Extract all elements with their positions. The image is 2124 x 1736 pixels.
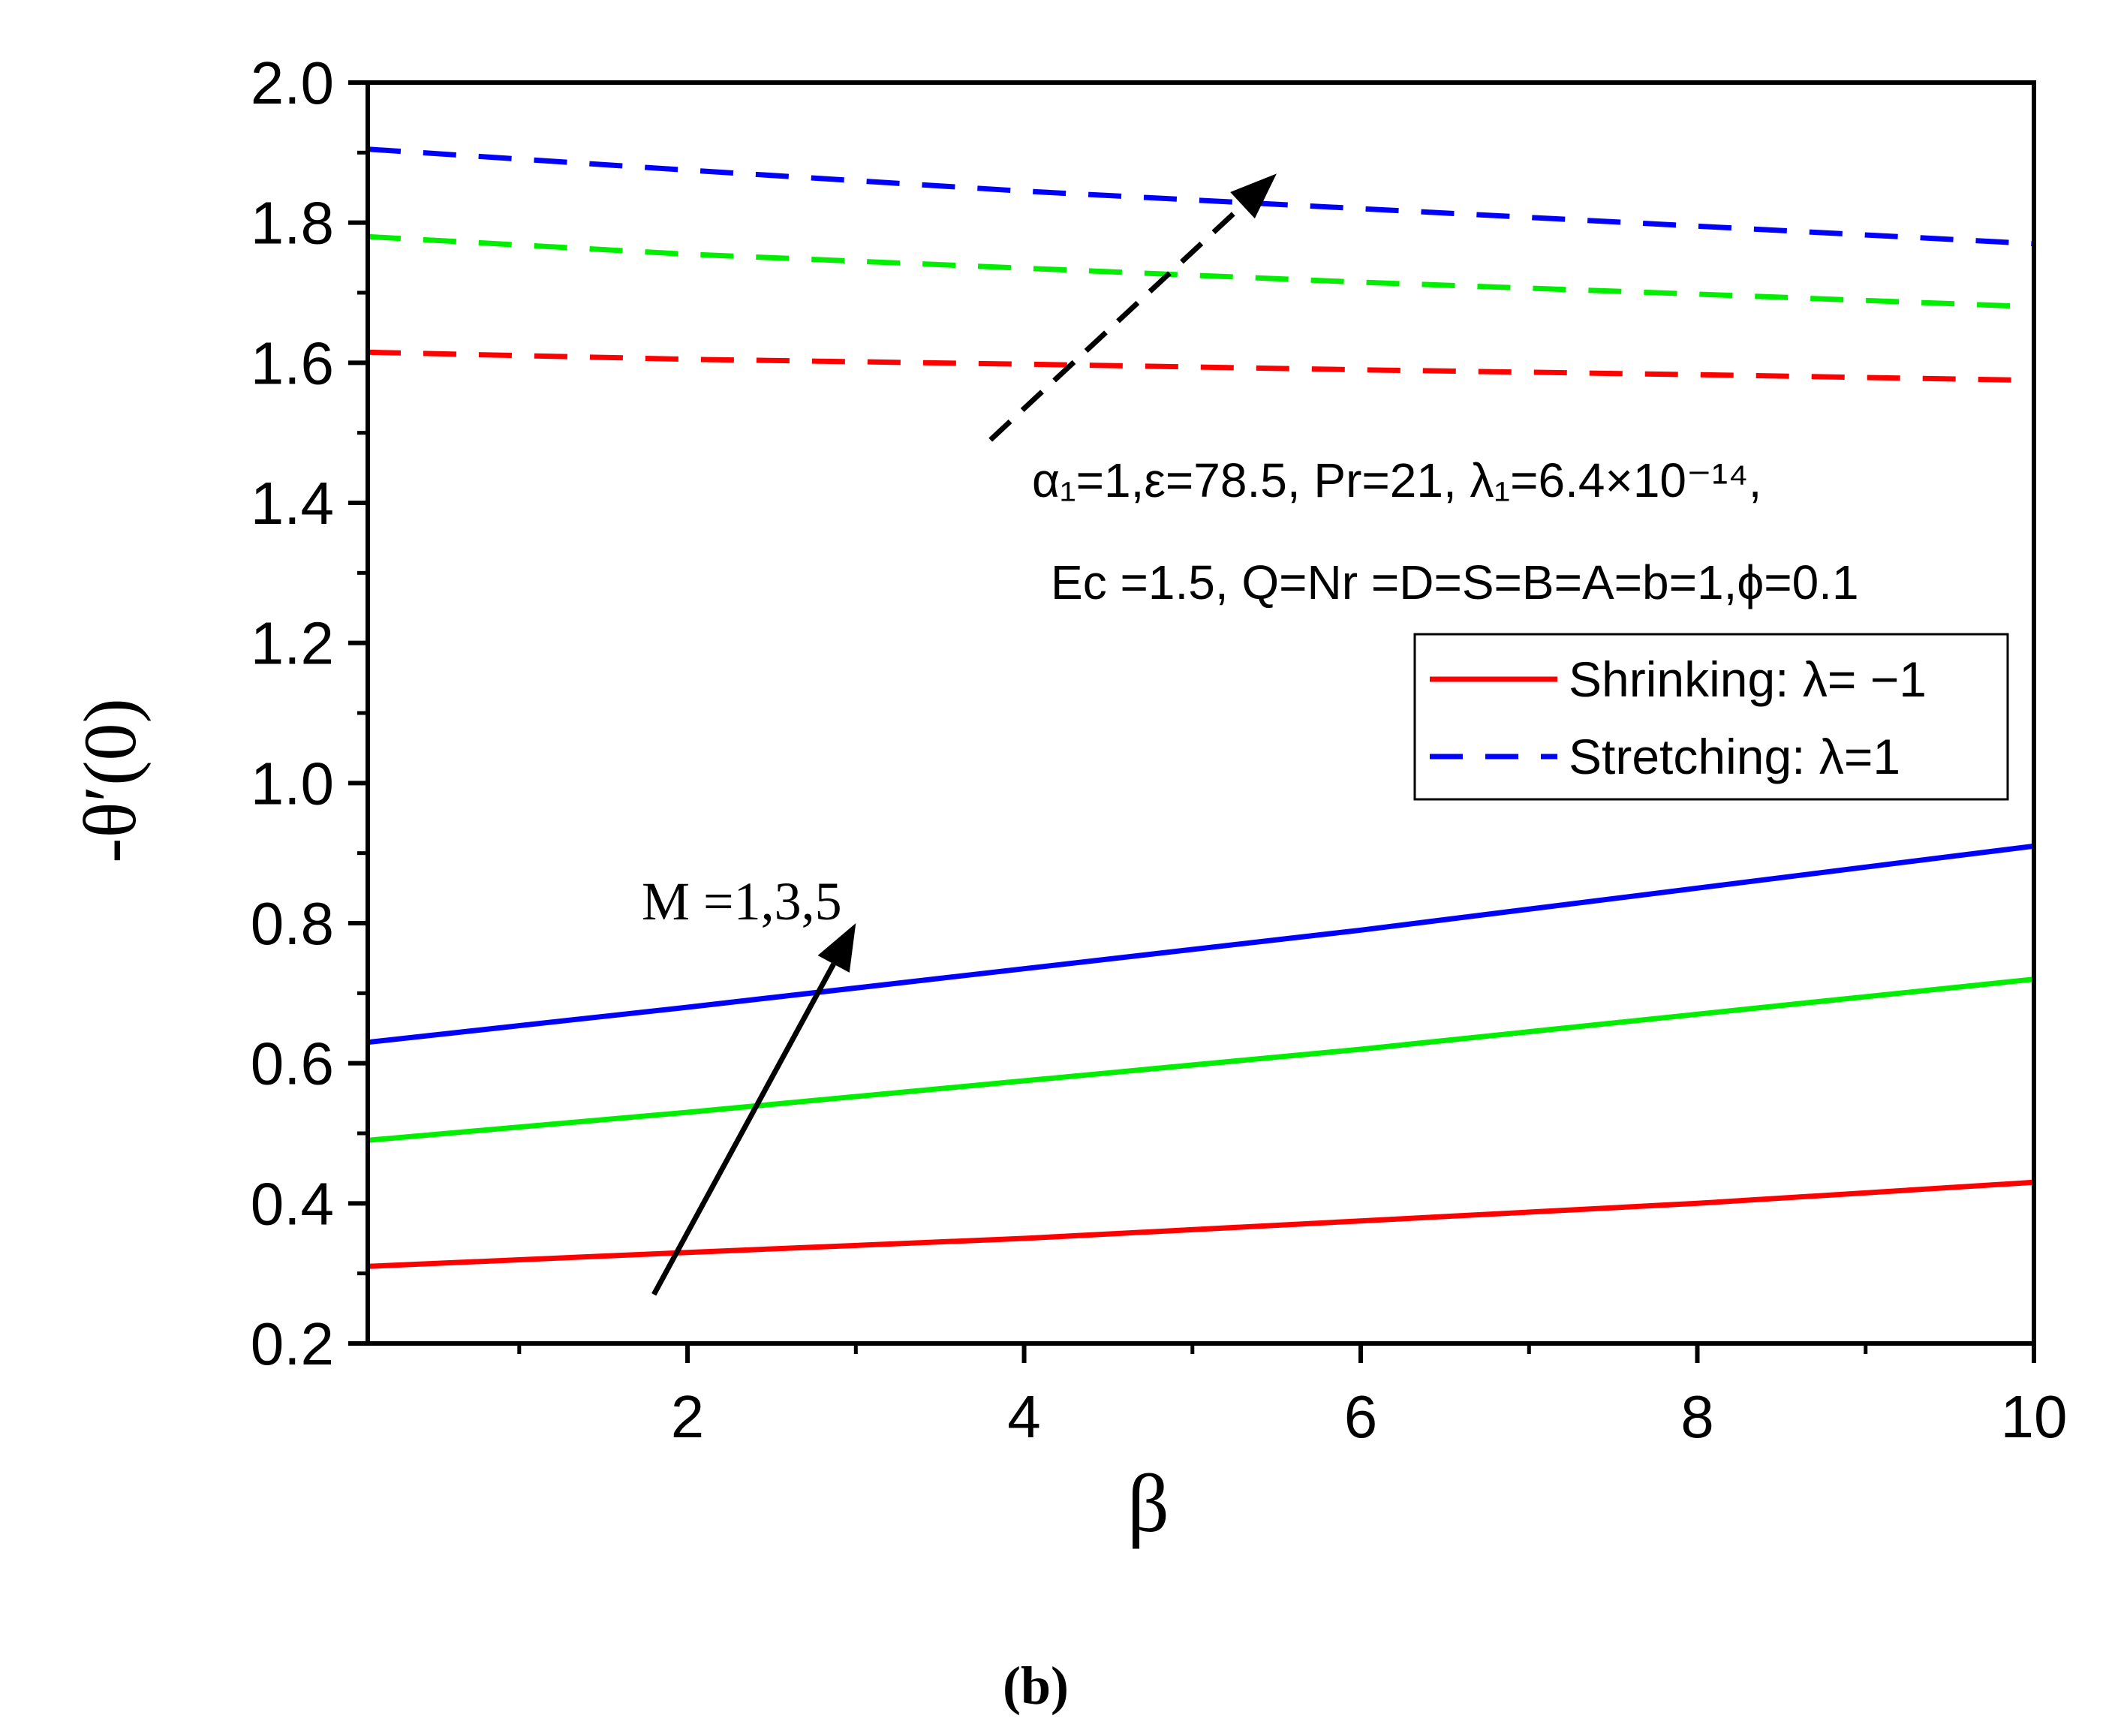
y-tick-label: 1.6 <box>251 329 334 396</box>
series-line-shrinking-1 <box>367 976 2035 1143</box>
arrow-m-solid-shaft <box>651 962 836 1296</box>
params-line-1: α₁=1,ε=78.5, Pr=21, λ₁=6.4×10⁻¹⁴, <box>1032 453 1761 507</box>
axis-tick-labels: 2 4 6 8 10 0.2 0.4 0.6 0.8 1.0 1.2 1.4 1.6 1.8 2.0 <box>251 50 2068 1450</box>
arrow-m-dashed-head <box>1230 173 1277 219</box>
x-tick-label: 4 <box>1007 1383 1041 1450</box>
x-axis-label: β <box>1127 1458 1169 1549</box>
legend-box <box>1413 633 2009 801</box>
y-tick-label: 1.4 <box>251 470 334 537</box>
m-label: M =1,3,5 <box>642 871 842 931</box>
x-tick-label: 2 <box>671 1383 705 1450</box>
y-tick-label: 2.0 <box>251 50 334 116</box>
x-tick-label: 10 <box>2001 1383 2068 1450</box>
arrow-m-solid-head <box>817 923 856 973</box>
x-tick-label: 8 <box>1680 1383 1714 1450</box>
y-tick-label: 0.2 <box>251 1310 334 1377</box>
y-tick-label: 0.8 <box>251 890 334 957</box>
series-line-shrinking-0 <box>367 1179 2035 1269</box>
y-tick-label: 1.0 <box>251 750 334 817</box>
annotation-arrows <box>651 173 1277 1296</box>
params-line-2: Ec =1.5, Q=Nr =D=S=B=A=b=1,ϕ=0.1 <box>1051 555 1859 609</box>
y-tick-label: 0.6 <box>251 1030 334 1097</box>
legend: Shrinking: λ= −1 Stretching: λ=1 <box>1413 633 2009 801</box>
y-axis-label: -θ′(0) <box>68 698 152 863</box>
y-tick-label: 0.4 <box>251 1170 334 1237</box>
arrow-m-dashed-shaft <box>988 203 1244 442</box>
y-tick-label: 1.2 <box>251 610 334 677</box>
axis-ticks <box>348 80 2036 1363</box>
series-lines <box>367 146 2035 1269</box>
x-tick-label: 6 <box>1344 1383 1378 1450</box>
legend-label-shrinking: Shrinking: λ= −1 <box>1569 651 1927 707</box>
y-tick-label: 1.8 <box>251 190 334 257</box>
legend-label-stretching: Stretching: λ=1 <box>1569 729 1900 784</box>
series-line-shrinking-2 <box>367 843 2035 1046</box>
figure-caption: (b) <box>1003 1656 1069 1716</box>
